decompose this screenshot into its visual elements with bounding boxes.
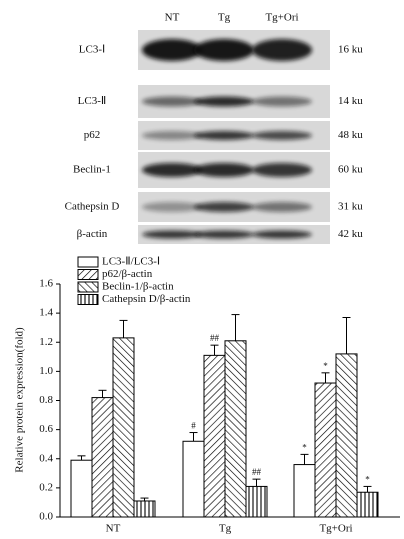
y-tick-label: 1.6 bbox=[39, 278, 53, 290]
blot-band bbox=[252, 96, 312, 107]
row-label: LC3-Ⅱ bbox=[78, 95, 107, 107]
lane-label: NT bbox=[165, 12, 180, 24]
bar bbox=[245, 485, 268, 518]
size-label: 16 ku bbox=[338, 44, 363, 56]
blot-band bbox=[194, 39, 254, 61]
y-axis-label: Relative protein expression(fold) bbox=[14, 327, 26, 473]
blot-band bbox=[252, 230, 312, 239]
significance-mark: ## bbox=[210, 333, 220, 343]
bar bbox=[356, 491, 379, 518]
blot-band bbox=[194, 163, 254, 177]
size-label: 60 ku bbox=[338, 164, 363, 176]
legend-swatch bbox=[77, 281, 99, 293]
blot-band bbox=[142, 202, 202, 212]
significance-mark: * bbox=[302, 442, 307, 452]
bar bbox=[335, 353, 358, 518]
blot-band bbox=[194, 230, 254, 239]
legend-label: p62/β-actin bbox=[102, 268, 153, 280]
significance-mark: * bbox=[323, 361, 328, 371]
blot-band bbox=[142, 96, 202, 107]
row-label: Beclin-1 bbox=[73, 164, 111, 176]
blot-band bbox=[142, 163, 202, 177]
y-tick-label: 1.2 bbox=[39, 336, 53, 348]
blot-band bbox=[252, 131, 312, 140]
bar bbox=[182, 440, 205, 518]
blot-band bbox=[252, 202, 312, 212]
blot-band bbox=[194, 96, 254, 107]
legend-swatch bbox=[77, 256, 99, 268]
row-label: p62 bbox=[84, 129, 101, 141]
legend-swatch bbox=[77, 294, 99, 305]
blot-band bbox=[252, 163, 312, 177]
bar bbox=[203, 354, 226, 518]
legend-swatch bbox=[77, 269, 99, 280]
legend-label: Beclin-1/β-actin bbox=[102, 281, 174, 293]
bar bbox=[293, 464, 316, 518]
y-tick-label: 0.8 bbox=[39, 394, 53, 406]
bar bbox=[224, 340, 247, 518]
legend-label: Cathepsin D/β-actin bbox=[102, 293, 191, 305]
y-tick-label: 1.4 bbox=[39, 307, 53, 319]
blot-band bbox=[142, 131, 202, 140]
size-label: 48 ku bbox=[338, 129, 363, 141]
row-label: Cathepsin D bbox=[65, 201, 120, 213]
size-label: 42 ku bbox=[338, 228, 363, 240]
significance-mark: # bbox=[191, 421, 196, 431]
blot-band bbox=[194, 202, 254, 212]
blot-band bbox=[142, 230, 202, 239]
x-tick-label: NT bbox=[106, 523, 121, 535]
lane-label: Tg bbox=[218, 12, 231, 24]
y-tick-label: 0.4 bbox=[39, 452, 53, 464]
x-tick-label: Tg+Ori bbox=[319, 523, 352, 535]
legend-label: LC3-Ⅱ/LC3-Ⅰ bbox=[102, 256, 160, 268]
row-label: LC3-Ⅰ bbox=[79, 44, 105, 56]
y-tick-label: 0.0 bbox=[39, 511, 53, 523]
blot-band bbox=[194, 131, 254, 140]
x-tick-label: Tg bbox=[219, 523, 232, 535]
blot-band bbox=[252, 39, 312, 61]
bar bbox=[91, 397, 114, 518]
y-tick-label: 0.6 bbox=[39, 423, 53, 435]
bar bbox=[70, 459, 93, 518]
significance-mark: ## bbox=[252, 467, 262, 477]
y-tick-label: 1.0 bbox=[39, 365, 53, 377]
bar bbox=[133, 500, 156, 518]
size-label: 14 ku bbox=[338, 95, 363, 107]
blot-band bbox=[142, 39, 202, 61]
bar bbox=[314, 382, 337, 518]
significance-mark: * bbox=[365, 474, 370, 484]
row-label: β-actin bbox=[77, 228, 108, 240]
size-label: 31 ku bbox=[338, 201, 363, 213]
lane-label: Tg+Ori bbox=[265, 12, 298, 24]
y-tick-label: 0.2 bbox=[39, 481, 53, 493]
bar bbox=[112, 337, 135, 518]
